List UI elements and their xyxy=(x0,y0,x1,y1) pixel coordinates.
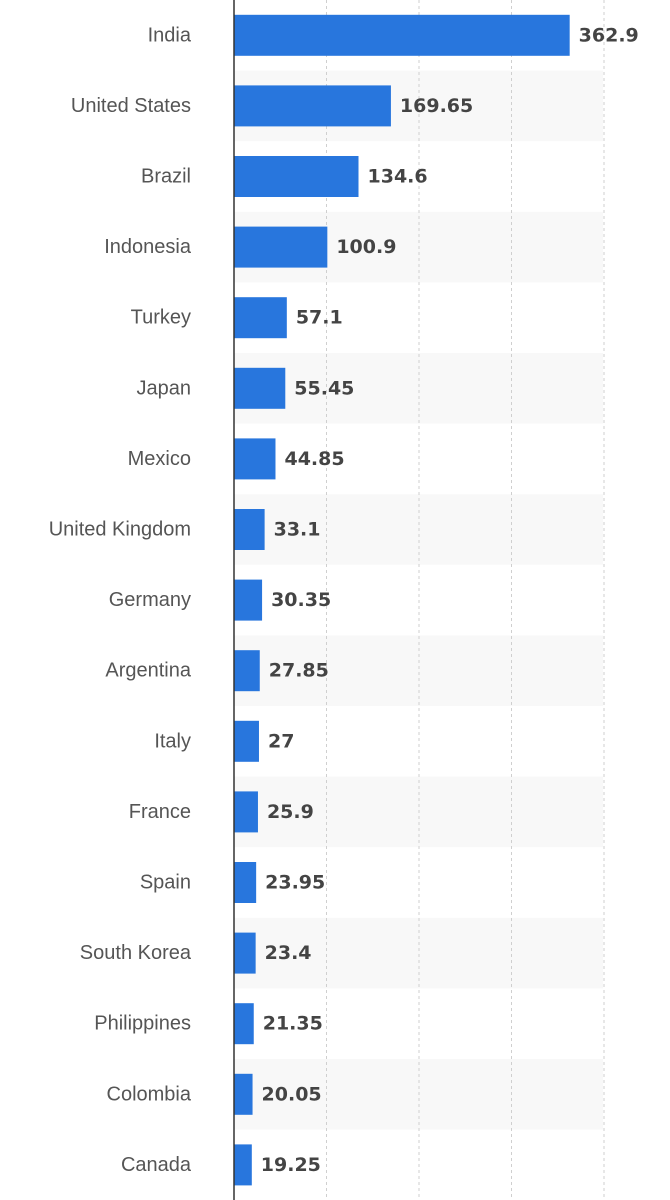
row-band xyxy=(234,917,603,989)
bar xyxy=(234,297,287,339)
value-label: 23.95 xyxy=(265,872,325,894)
category-label: Turkey xyxy=(131,307,191,329)
category-label: India xyxy=(148,24,192,46)
category-label: Spain xyxy=(140,872,191,894)
bar xyxy=(234,14,570,56)
bars xyxy=(234,14,570,1186)
category-label: United States xyxy=(71,95,191,117)
value-label: 169.65 xyxy=(400,95,473,117)
value-label: 33.1 xyxy=(274,519,321,541)
category-label: Italy xyxy=(154,730,191,752)
value-labels: 362.9 169.65 134.6 100.9 57.1 55.45 44.85 33.1 3… xyxy=(261,24,639,1176)
bar xyxy=(234,1073,253,1115)
bar xyxy=(234,1003,254,1045)
bar xyxy=(234,720,259,762)
category-label: Germany xyxy=(109,589,191,611)
bar xyxy=(234,438,276,480)
value-label: 21.35 xyxy=(263,1013,323,1035)
value-label: 27.85 xyxy=(269,660,329,682)
bar xyxy=(234,226,328,268)
value-label: 57.1 xyxy=(296,307,343,329)
gridlines xyxy=(326,0,605,1200)
bar xyxy=(234,156,359,197)
category-label: Mexico xyxy=(128,448,191,470)
category-label: Colombia xyxy=(107,1083,192,1105)
bar xyxy=(234,85,391,127)
value-label: 19.25 xyxy=(261,1154,321,1176)
value-label: 100.9 xyxy=(336,236,396,258)
bar xyxy=(234,932,256,974)
bar xyxy=(234,650,260,692)
value-label: 25.9 xyxy=(267,801,314,823)
value-label: 23.4 xyxy=(265,942,312,964)
category-label: Indonesia xyxy=(104,236,192,258)
value-label: 134.6 xyxy=(368,166,428,188)
value-label: 362.9 xyxy=(579,24,639,46)
category-label: Brazil xyxy=(141,166,191,188)
value-label: 20.05 xyxy=(262,1083,322,1105)
value-label: 27 xyxy=(268,730,294,752)
bar xyxy=(234,862,257,903)
category-label: France xyxy=(129,801,191,823)
value-label: 30.35 xyxy=(271,589,331,611)
row-band xyxy=(234,635,603,706)
category-labels: India United States Brazil Indonesia Turkey J… xyxy=(49,24,192,1176)
value-label: 55.45 xyxy=(294,377,354,399)
value-label: 44.85 xyxy=(284,448,344,470)
category-label: Canada xyxy=(121,1154,192,1176)
category-label: Argentina xyxy=(105,660,191,682)
bar xyxy=(234,367,286,409)
bar xyxy=(234,579,263,621)
category-label: South Korea xyxy=(80,942,192,964)
bar xyxy=(234,791,258,833)
category-label: Japan xyxy=(137,377,192,399)
category-label: Philippines xyxy=(94,1013,191,1035)
category-label: United Kingdom xyxy=(49,519,191,541)
bar xyxy=(234,509,265,550)
bar xyxy=(234,1144,252,1186)
row-band xyxy=(234,353,603,424)
